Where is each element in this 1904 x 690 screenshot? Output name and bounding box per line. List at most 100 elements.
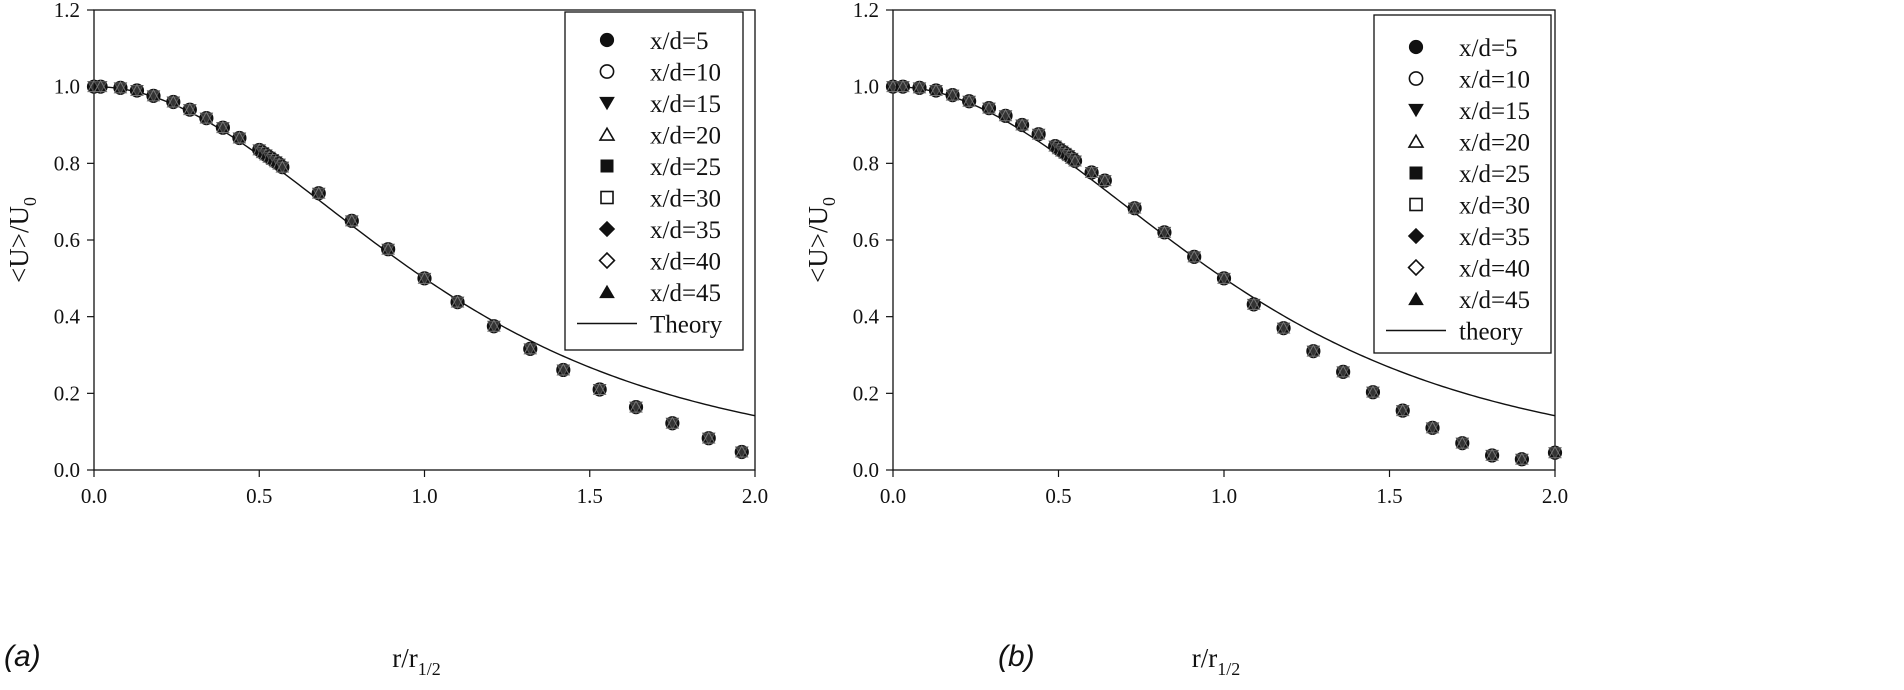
marker-overlap (998, 108, 1013, 122)
marker-overlap (1336, 364, 1351, 378)
legend-label: x/d=20 (650, 123, 721, 150)
legend: x/d=5 x/d=10 x/d=15 x/d=20 x/d=25 x/d=30 x/d=3… (1373, 14, 1552, 354)
y-tick-label: 0.8 (54, 151, 80, 175)
chart-panel-a: 0.0 0.5 1.0 1.5 2.0 0.0 0.2 0.4 0.6 0.8 1.0 1.2 r/r1… (4, 0, 768, 679)
data-point (1547, 445, 1563, 460)
legend-marker (1408, 71, 1424, 86)
marker-overlap (945, 88, 960, 101)
x-axis-label: r/r1/2 (1192, 643, 1241, 679)
legend-label: x/d=30 (1459, 193, 1530, 220)
x-tick-label: 0.0 (81, 484, 107, 508)
legend-label: x/d=15 (1459, 98, 1530, 125)
marker-overlap (665, 416, 680, 429)
marker-overlap (1187, 249, 1202, 263)
marker-overlap (1548, 445, 1562, 459)
data-point (1276, 321, 1291, 336)
data-point (1031, 127, 1046, 142)
marker-overlap (1425, 420, 1440, 434)
marker-overlap (962, 94, 976, 107)
data-point (1514, 452, 1530, 467)
marker-overlap (592, 382, 607, 395)
legend-marker (598, 220, 616, 238)
legend-marker (1408, 291, 1424, 306)
marker-overlap (199, 111, 214, 124)
data-point (1127, 201, 1142, 216)
y-tick-label: 0.4 (54, 305, 81, 329)
legend-marker (1408, 103, 1424, 118)
x-tick-label: 0.5 (1045, 484, 1071, 508)
marker-overlap (629, 400, 643, 413)
marker-overlap (523, 341, 538, 355)
marker-overlap (275, 160, 290, 173)
x-tick-label: 1.0 (1211, 484, 1237, 508)
marker-overlap (487, 319, 501, 332)
legend-label: x/d=40 (1459, 256, 1530, 283)
data-point (1455, 436, 1470, 451)
x-tick-label: 0.0 (880, 484, 906, 508)
data-point (417, 271, 432, 286)
marker-overlap (1485, 448, 1499, 461)
legend-marker (598, 251, 616, 270)
y-axis-label: <U>/U0 (4, 197, 40, 283)
legend-marker (599, 64, 615, 79)
y-tick-label: 0.8 (853, 151, 879, 175)
panel-label: (a) (4, 640, 41, 673)
data-point (1425, 420, 1440, 435)
marker-overlap (166, 94, 181, 108)
legend-label: x/d=35 (650, 217, 721, 244)
legend-label: x/d=5 (650, 28, 709, 55)
marker-overlap (93, 79, 108, 93)
data-point (93, 79, 108, 94)
data-point (275, 160, 290, 175)
data-point (199, 111, 214, 126)
marker-overlap (1246, 297, 1261, 310)
marker-overlap (113, 80, 128, 94)
x-tick-label: 2.0 (1542, 484, 1568, 508)
data-point (1365, 385, 1381, 400)
data-point (734, 444, 749, 460)
marker-overlap (417, 271, 432, 284)
legend-marker (1407, 227, 1425, 245)
legend-label: theory (1459, 319, 1523, 346)
legend-label: x/d=25 (650, 154, 721, 181)
marker-overlap (1031, 127, 1046, 140)
marker-overlap (1068, 153, 1082, 167)
legend-label: Theory (650, 312, 723, 339)
data-point (912, 80, 927, 95)
data-point (592, 382, 607, 397)
data-point (1216, 271, 1232, 286)
marker-overlap (1084, 165, 1099, 179)
data-point (1097, 173, 1112, 188)
data-point (381, 242, 396, 257)
legend-label: x/d=10 (1459, 67, 1530, 94)
y-tick-label: 1.0 (853, 75, 879, 99)
x-tick-label: 0.5 (246, 484, 272, 508)
data-point (1084, 165, 1099, 180)
data-point (486, 319, 502, 334)
legend-marker (1407, 133, 1425, 148)
marker-overlap (556, 362, 571, 376)
data-point (182, 102, 197, 117)
data-point (1306, 344, 1321, 359)
legend-label: x/d=10 (650, 60, 721, 87)
x-tick-label: 1.0 (411, 484, 437, 508)
marker-overlap (1127, 201, 1142, 214)
legend-marker (1407, 258, 1425, 277)
x-tick-label: 2.0 (742, 484, 768, 508)
marker-overlap (183, 102, 197, 116)
marker-overlap (1097, 173, 1112, 187)
data-point (1157, 225, 1172, 240)
legend-label: x/d=40 (650, 249, 721, 276)
y-tick-label: 1.0 (54, 75, 80, 99)
legend-marker (600, 159, 614, 173)
y-tick-label: 0.4 (853, 305, 880, 329)
data-point (945, 88, 960, 103)
data-point (895, 79, 911, 94)
y-tick-label: 0.6 (54, 228, 80, 252)
legend-label: x/d=5 (1459, 35, 1518, 62)
marker-overlap (1015, 117, 1029, 131)
marker-overlap (912, 80, 927, 94)
marker-overlap (1395, 403, 1410, 417)
legend-marker (599, 284, 615, 299)
marker-overlap (232, 130, 247, 144)
